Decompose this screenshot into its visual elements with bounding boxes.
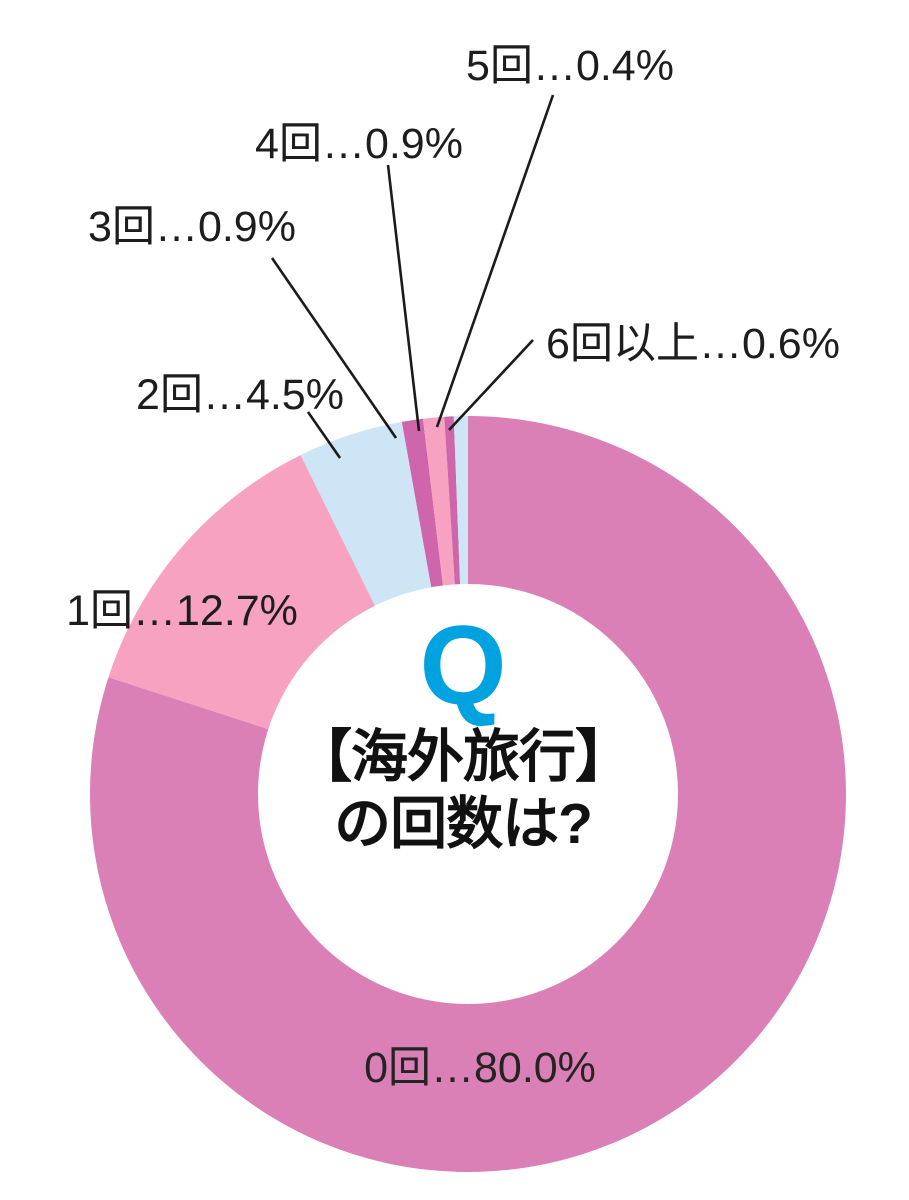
- segment-label-4kai: 4回…0.9%: [255, 120, 463, 168]
- leader-line-6kai-ijou: [448, 339, 534, 431]
- segment-label-0kai: 0回…80.0%: [364, 1044, 596, 1092]
- donut-segment-6回以上: [453, 416, 468, 585]
- donut-segment-1回: [108, 455, 376, 730]
- leader-line-3kai: [270, 257, 398, 439]
- leader-line-5kai: [435, 94, 555, 428]
- segment-label-2kai: 2回…4.5%: [136, 371, 344, 419]
- segment-label-1kai: 1回…12.7%: [66, 587, 298, 635]
- segment-label-5kai: 5回…0.4%: [466, 42, 674, 90]
- question-title-line1: 【海外旅行】: [295, 725, 632, 789]
- leader-line-2kai: [306, 411, 342, 459]
- chart-center-title: Q 【海外旅行】 の回数は?: [223, 610, 703, 859]
- donut-segment-5回: [444, 416, 461, 585]
- donut-segment-2回: [300, 421, 432, 606]
- donut-segments-group: [89, 416, 846, 1172]
- question-q-mark: Q: [419, 603, 507, 728]
- leader-line-4kai: [386, 164, 421, 432]
- donut-segment-3回: [401, 418, 443, 588]
- donut-segment-0回: [89, 416, 846, 1172]
- question-title-line2: の回数は?: [334, 792, 593, 857]
- donut-segment-4回: [422, 416, 455, 586]
- segment-label-3kai: 3回…0.9%: [88, 203, 296, 251]
- segment-label-6kai-ijou: 6回以上…0.6%: [546, 320, 840, 368]
- leader-lines-group: [270, 94, 555, 459]
